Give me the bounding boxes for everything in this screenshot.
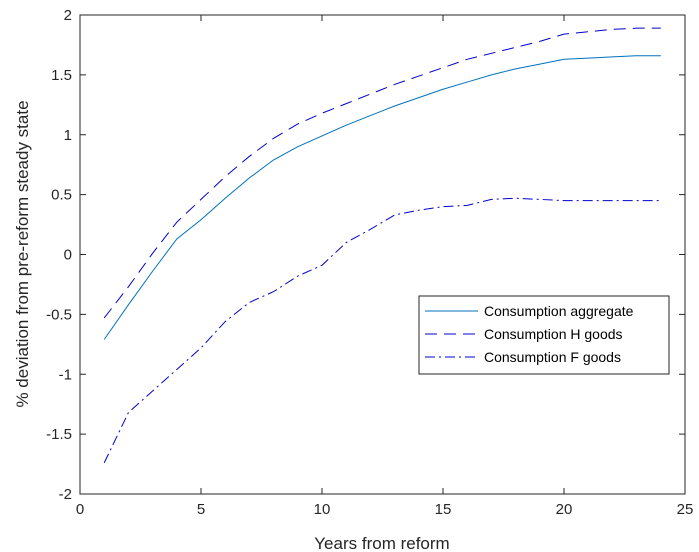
y-tick-label: 0.5 <box>51 187 72 204</box>
x-tick-label: 5 <box>197 501 205 518</box>
series-line-consumption-aggregate <box>103 55 661 340</box>
y-axis-label: % deviation from pre-reform steady state <box>13 100 32 407</box>
y-tick-label: 1.5 <box>51 67 72 84</box>
y-tick-label: 0 <box>64 247 72 264</box>
legend: Consumption aggregate Consumption H good… <box>418 295 670 375</box>
x-tick-label: 20 <box>556 501 573 518</box>
y-tick-label: -2 <box>59 486 72 503</box>
x-tick-label: 15 <box>435 501 452 518</box>
series-line-consumption-f-goods <box>103 197 661 464</box>
y-tick-label: 1 <box>64 127 72 144</box>
legend-label-consumption-aggregate: Consumption aggregate <box>484 303 634 319</box>
x-tick-label: 10 <box>314 501 331 518</box>
y-tick-label: -1 <box>59 366 72 383</box>
x-axis-label: Years from reform <box>314 534 449 552</box>
legend-label-consumption-h-goods: Consumption H goods <box>484 326 623 342</box>
legend-box <box>418 295 670 375</box>
x-tick-label: 25 <box>677 501 694 518</box>
y-tick-label: -0.5 <box>46 306 72 323</box>
y-tick-label: 2 <box>64 7 72 24</box>
plot-area <box>80 15 685 494</box>
legend-label-consumption-f-goods: Consumption F goods <box>484 349 621 365</box>
y-tick-label: -1.5 <box>46 426 72 443</box>
series-line-consumption-h-goods <box>103 27 661 319</box>
x-tick-label: 0 <box>76 501 84 518</box>
series-layer <box>103 27 661 464</box>
tick-layer: 0 5 10 15 20 25 -2 -1.5 -1 -0.5 0 0.5 1 1.5 2 <box>46 7 693 518</box>
